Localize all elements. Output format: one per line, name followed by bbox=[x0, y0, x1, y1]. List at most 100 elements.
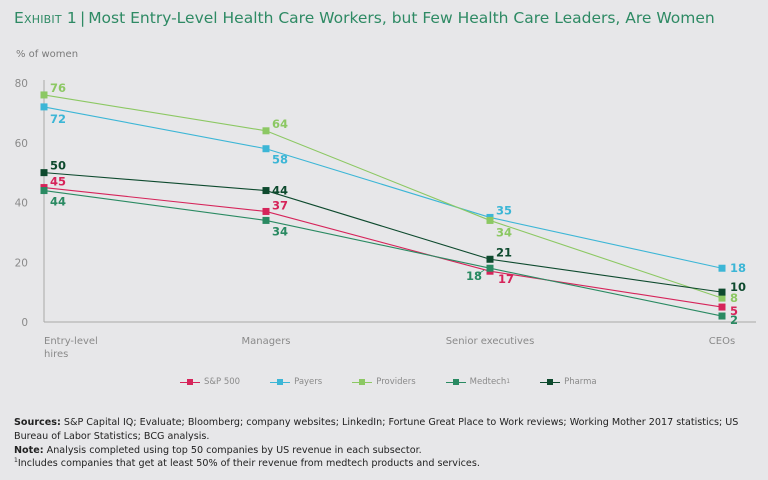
footnote-marker: 1 bbox=[14, 457, 18, 465]
series-markers bbox=[40, 91, 726, 320]
data-label: 45 bbox=[50, 175, 66, 189]
x-category-label: Senior executives bbox=[446, 336, 535, 347]
legend-swatch-icon bbox=[270, 378, 291, 386]
legend: S&P 500 Payers Providers Medtech 1 Pharma bbox=[180, 377, 627, 387]
legend-item: Payers bbox=[270, 377, 322, 387]
data-point-marker bbox=[40, 169, 48, 177]
legend-item: Providers bbox=[352, 377, 416, 387]
legend-marker bbox=[277, 379, 284, 385]
data-point-marker bbox=[718, 288, 726, 296]
x-category-line: Entry-level bbox=[44, 336, 98, 347]
title-separator: | bbox=[79, 9, 86, 27]
data-label: 2 bbox=[730, 313, 738, 327]
legend-item: Medtech 1 bbox=[445, 377, 510, 387]
data-label: 72 bbox=[50, 112, 66, 126]
data-label: 17 bbox=[498, 272, 514, 286]
x-category-line: Senior executives bbox=[446, 336, 535, 347]
chart-title: Exhibit 1 | Most Entry-Level Health Care W… bbox=[14, 9, 715, 27]
legend-label: Medtech bbox=[469, 377, 507, 387]
x-category-line: CEOs bbox=[709, 336, 735, 347]
data-label: 44 bbox=[50, 195, 66, 209]
series-line-s-p-500 bbox=[43, 187, 723, 308]
y-tick-label: 0 bbox=[21, 317, 28, 329]
x-categories: Entry-level hires Managers Senior executive… bbox=[44, 336, 735, 360]
data-label: 76 bbox=[50, 81, 66, 95]
series-line-payers bbox=[43, 106, 723, 269]
series-line-medtech bbox=[43, 190, 723, 317]
footnote-text: Includes companies that get at least 50%… bbox=[17, 458, 480, 470]
data-point-marker bbox=[718, 312, 726, 320]
legend-marker bbox=[187, 379, 193, 385]
data-point-marker bbox=[486, 264, 494, 272]
data-label: 50 bbox=[50, 159, 66, 173]
sources-line: Sources: S&P Capital IQ; Evaluate; Bloom… bbox=[14, 416, 759, 444]
series-line-providers bbox=[43, 94, 723, 299]
data-label: 5 bbox=[730, 304, 738, 318]
y-tick-label: 80 bbox=[15, 78, 28, 90]
data-point-marker bbox=[486, 216, 494, 224]
legend-label: Payers bbox=[294, 377, 323, 387]
footer-notes: Sources: S&P Capital IQ; Evaluate; Bloom… bbox=[14, 416, 759, 471]
legend-label: S&P 500 bbox=[204, 377, 241, 387]
data-label: 44 bbox=[272, 184, 288, 198]
legend-marker bbox=[359, 379, 366, 385]
data-point-marker bbox=[40, 91, 48, 99]
legend-label: Providers bbox=[376, 377, 416, 387]
x-category-label: Entry-level hires bbox=[44, 336, 98, 360]
data-label: 18 bbox=[730, 261, 746, 275]
data-point-marker bbox=[40, 187, 48, 195]
data-point-marker bbox=[718, 303, 726, 311]
data-point-marker bbox=[262, 216, 270, 224]
legend-item: Pharma bbox=[540, 377, 597, 387]
leader-line bbox=[477, 269, 485, 275]
line-chart: 0 20 40 60 80 Entry-level hires Managers Senior… bbox=[15, 78, 756, 360]
data-label: 35 bbox=[496, 203, 512, 217]
title-text: Most Entry-Level Health Care Workers, bu… bbox=[88, 9, 715, 27]
data-point-marker bbox=[40, 103, 48, 111]
legend-swatch-icon bbox=[540, 378, 561, 386]
x-category-line: hires bbox=[44, 349, 68, 360]
sources-label: Sources: bbox=[14, 417, 61, 428]
data-label: 37 bbox=[272, 198, 288, 212]
data-label: 18 bbox=[466, 269, 482, 283]
legend-marker bbox=[547, 379, 554, 385]
note-text: Analysis completed using top 50 companie… bbox=[46, 444, 422, 456]
data-label: 21 bbox=[496, 245, 512, 259]
data-point-marker bbox=[262, 145, 270, 153]
data-point-marker bbox=[718, 264, 726, 272]
legend-item: S&P 500 bbox=[180, 377, 240, 387]
data-label: 34 bbox=[272, 224, 288, 238]
sources-text: S&P Capital IQ; Evaluate; Bloomberg; com… bbox=[14, 417, 739, 442]
data-label: 58 bbox=[272, 153, 288, 167]
x-category-label: Managers bbox=[241, 336, 290, 347]
data-label: 10 bbox=[730, 280, 746, 294]
data-point-marker bbox=[486, 255, 494, 263]
series-line-pharma bbox=[43, 172, 723, 293]
data-point-marker bbox=[718, 294, 726, 302]
note-label: Note: bbox=[14, 444, 44, 456]
data-label: 64 bbox=[272, 117, 288, 131]
x-category-line: Managers bbox=[241, 336, 290, 347]
note-line: Note: Analysis completed using top 50 co… bbox=[14, 444, 759, 458]
legend-swatch-icon bbox=[180, 378, 200, 386]
axes bbox=[43, 80, 756, 323]
data-point-marker bbox=[262, 207, 270, 215]
y-tick-label: 40 bbox=[15, 198, 28, 210]
legend-swatch-icon bbox=[445, 378, 466, 386]
legend-swatch-icon bbox=[352, 378, 373, 386]
y-axis-label: % of women bbox=[16, 49, 79, 60]
data-labels: 45 37 17 5 72 58 35 18 76 64 34 8 44 34 18 2 50 44 21 10 bbox=[50, 81, 746, 327]
exhibit-label: Exhibit 1 bbox=[14, 9, 77, 27]
y-ticks: 0 20 40 60 80 bbox=[15, 78, 28, 329]
series-lines bbox=[43, 94, 723, 317]
data-label: 8 bbox=[730, 291, 738, 305]
data-point-marker bbox=[262, 187, 270, 195]
x-category-label: CEOs bbox=[709, 336, 735, 347]
y-tick-label: 20 bbox=[15, 257, 28, 269]
y-tick-label: 60 bbox=[15, 138, 28, 150]
data-point-marker bbox=[262, 127, 270, 135]
data-label: 34 bbox=[496, 225, 512, 239]
legend-marker bbox=[452, 379, 459, 385]
footnote-line: 1Includes companies that get at least 50… bbox=[14, 457, 759, 471]
legend-label: Pharma bbox=[564, 377, 597, 387]
